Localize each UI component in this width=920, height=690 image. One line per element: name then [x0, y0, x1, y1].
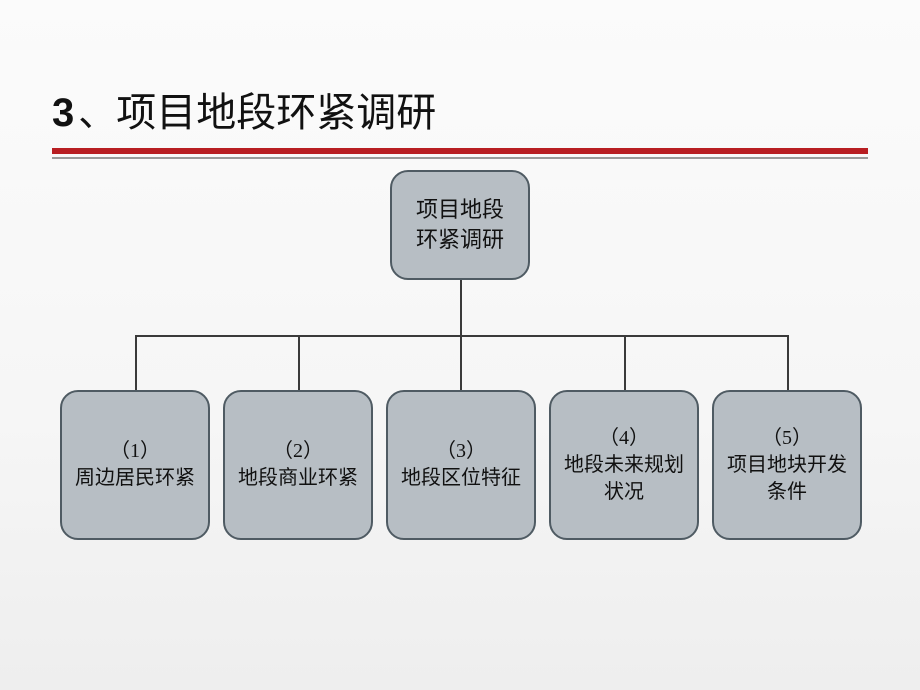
- connector-drop-4: [624, 335, 626, 390]
- child-label: 项目地块开发条件: [720, 452, 854, 506]
- child-num: （5）: [762, 425, 812, 452]
- title-text: 项目地段环紧调研: [116, 80, 436, 138]
- connector-drop-2: [298, 335, 300, 390]
- connector-parent-down: [460, 280, 462, 335]
- slide-title: 3 、 项目地段环紧调研: [52, 80, 868, 138]
- child-label: 地段未来规划状况: [557, 452, 691, 506]
- child-label: 地段区位特征: [401, 465, 521, 492]
- connector-drop-1: [135, 335, 137, 390]
- connector-hbar: [135, 335, 789, 337]
- child-num: （2）: [273, 438, 323, 465]
- title-number: 3: [52, 91, 74, 136]
- child-node-4: （4） 地段未来规划状况: [549, 390, 699, 540]
- parent-node: 项目地段 环紧调研: [390, 170, 530, 280]
- title-thin-line: [52, 157, 868, 159]
- title-accent-bar: [52, 148, 868, 154]
- child-num: （1）: [110, 438, 160, 465]
- child-label: 地段商业环紧: [238, 465, 358, 492]
- child-num: （3）: [436, 438, 486, 465]
- connector-drop-5: [787, 335, 789, 390]
- connector-drop-3: [460, 335, 462, 390]
- child-node-3: （3） 地段区位特征: [386, 390, 536, 540]
- child-num: （4）: [599, 425, 649, 452]
- child-label: 周边居民环紧: [75, 465, 195, 492]
- parent-line1: 项目地段: [416, 195, 504, 225]
- parent-line2: 环紧调研: [416, 225, 504, 255]
- slide-title-block: 3 、 项目地段环紧调研: [52, 80, 868, 159]
- child-node-1: （1） 周边居民环紧: [60, 390, 210, 540]
- title-separator: 、: [78, 82, 116, 137]
- org-chart: 项目地段 环紧调研 （1） 周边居民环紧 （2） 地段商业环紧 （3） 地段区位…: [60, 170, 860, 540]
- child-node-5: （5） 项目地块开发条件: [712, 390, 862, 540]
- child-node-2: （2） 地段商业环紧: [223, 390, 373, 540]
